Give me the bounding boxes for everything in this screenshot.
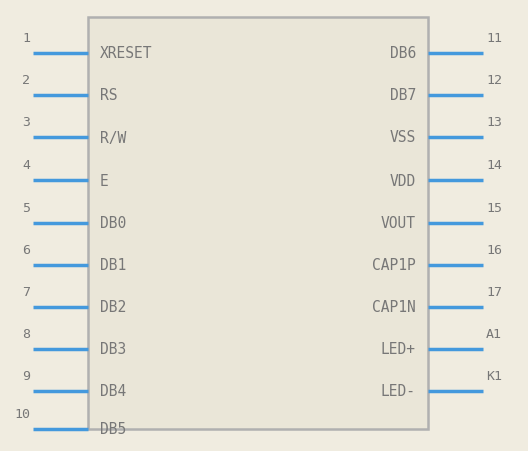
Text: 8: 8: [22, 327, 30, 340]
Text: LED-: LED-: [381, 384, 416, 399]
Text: K1: K1: [486, 369, 502, 382]
Text: 7: 7: [22, 285, 30, 299]
Text: E: E: [100, 173, 109, 188]
Text: VSS: VSS: [390, 130, 416, 145]
Text: 11: 11: [486, 32, 502, 45]
Text: DB7: DB7: [390, 88, 416, 103]
Text: R/W: R/W: [100, 130, 126, 145]
Text: CAP1P: CAP1P: [372, 258, 416, 273]
Text: LED+: LED+: [381, 342, 416, 357]
Text: CAP1N: CAP1N: [372, 300, 416, 315]
Text: 10: 10: [14, 407, 30, 420]
Text: 1: 1: [22, 32, 30, 45]
Text: 4: 4: [22, 159, 30, 172]
Text: 6: 6: [22, 244, 30, 257]
Text: 2: 2: [22, 74, 30, 87]
Text: DB3: DB3: [100, 342, 126, 357]
Text: DB5: DB5: [100, 422, 126, 437]
Text: 16: 16: [486, 244, 502, 257]
Text: 5: 5: [22, 202, 30, 215]
Text: VOUT: VOUT: [381, 216, 416, 231]
Text: 9: 9: [22, 369, 30, 382]
Text: DB2: DB2: [100, 300, 126, 315]
Text: 14: 14: [486, 159, 502, 172]
Text: RS: RS: [100, 88, 118, 103]
Text: DB6: DB6: [390, 46, 416, 61]
Text: DB4: DB4: [100, 384, 126, 399]
Text: DB1: DB1: [100, 258, 126, 273]
Text: 12: 12: [486, 74, 502, 87]
Bar: [88, 18, 428, 429]
Text: XRESET: XRESET: [100, 46, 153, 61]
Text: 3: 3: [22, 116, 30, 129]
Text: DB0: DB0: [100, 216, 126, 231]
Text: VDD: VDD: [390, 173, 416, 188]
Text: 13: 13: [486, 116, 502, 129]
Text: 15: 15: [486, 202, 502, 215]
Text: 17: 17: [486, 285, 502, 299]
Text: A1: A1: [486, 327, 502, 340]
